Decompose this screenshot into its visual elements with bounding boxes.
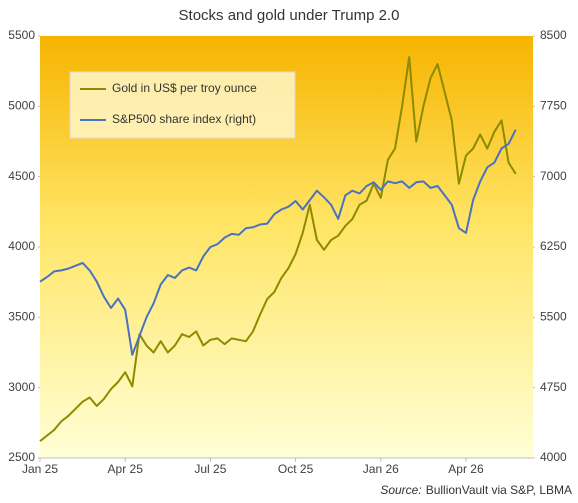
y2-tick-label: 5500 <box>540 310 567 324</box>
y-tick-label: 4500 <box>8 169 35 183</box>
y2-tick-label: 4000 <box>540 450 567 464</box>
y2-tick-label: 6250 <box>540 239 567 253</box>
source: Source: BullionVault via S&P, LBMA <box>380 483 572 497</box>
x-tick-label: Apr 25 <box>108 462 144 476</box>
x-tick-label: Jul 25 <box>194 462 226 476</box>
y-tick-label: 5000 <box>8 99 35 113</box>
y2-tick-label: 7000 <box>540 169 567 183</box>
y-tick-label: 3000 <box>8 380 35 394</box>
x-tick-label: Apr 26 <box>448 462 484 476</box>
x-tick-label: Jan 25 <box>22 462 58 476</box>
y-tick-label: 2500 <box>8 450 35 464</box>
y-tick-label: 4000 <box>8 239 35 253</box>
y2-tick-label: 8500 <box>540 28 567 42</box>
legend-label: Gold in US$ per troy ounce <box>112 81 257 95</box>
y-tick-label: 3500 <box>8 310 35 324</box>
chart-title: Stocks and gold under Trump 2.0 <box>179 7 400 24</box>
x-tick-label: Jan 26 <box>363 462 399 476</box>
source-text: BullionVault via S&P, LBMA <box>426 483 572 497</box>
y2-tick-label: 4750 <box>540 380 567 394</box>
series-line <box>39 129 517 356</box>
y2-tick-label: 7750 <box>540 99 567 113</box>
legend-label: S&P500 share index (right) <box>112 112 256 126</box>
x-tick-label: Oct 25 <box>278 462 314 476</box>
legend-box <box>69 71 296 139</box>
series-line <box>39 56 517 442</box>
source-label: Source: <box>380 483 421 497</box>
y-tick-label: 5500 <box>8 28 35 42</box>
